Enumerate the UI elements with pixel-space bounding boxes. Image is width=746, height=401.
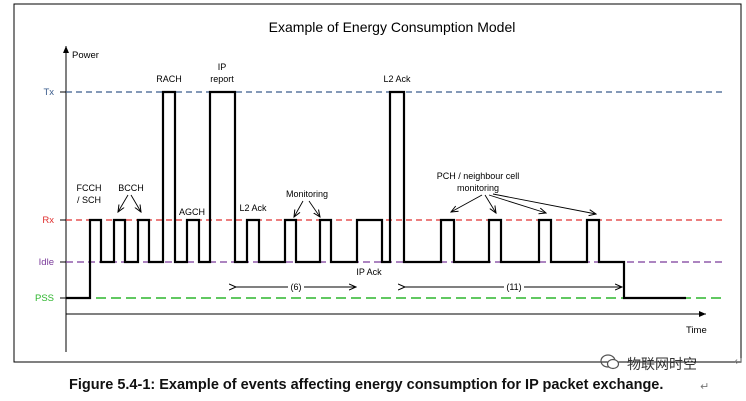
x-axis-label: Time [686, 325, 707, 336]
ip-report-label-line1: IP [218, 62, 227, 72]
rach-label: RACH [156, 74, 182, 84]
monitoring-label: Monitoring [286, 189, 328, 199]
figure-caption: Figure 5.4-1: Example of events affectin… [69, 377, 664, 393]
bcch-label: BCCH [118, 183, 144, 193]
l2ack-rx-label: L2 Ack [239, 203, 267, 213]
paragraph-mark: ↵ [700, 380, 710, 393]
fcch-label-line2: / SCH [77, 195, 101, 205]
pch-arrow-1 [451, 194, 483, 212]
power-waveform [66, 90, 686, 300]
ip-ack-label: IP Ack [356, 267, 382, 277]
interval-6-label-bg [288, 281, 304, 292]
pch-label-line2: monitoring [457, 183, 499, 193]
bcch-arrow-left [118, 194, 129, 212]
wechat-icon [600, 354, 620, 370]
monitoring-arrow-right [308, 200, 320, 217]
pss-level-label: PSS [35, 293, 54, 304]
y-axis-label: Power [72, 50, 99, 61]
paragraph-mark-top: ↵ [734, 355, 744, 368]
ip-report-label-line2: report [210, 74, 234, 84]
tx-level-label: Tx [43, 87, 54, 98]
fcch-label-line1: FCCH [77, 183, 102, 193]
monitoring-arrow-left [294, 200, 304, 217]
diagram-frame [13, 3, 742, 363]
pch-arrow-2 [484, 194, 496, 213]
l2ack-tx-label: L2 Ack [383, 74, 411, 84]
pch-arrow-3 [488, 194, 546, 213]
agch-label: AGCH [179, 207, 205, 217]
diagram-title: Example of Energy Consumption Model [269, 19, 516, 35]
bcch-arrow-right [130, 194, 141, 212]
idle-level-label: Idle [39, 257, 54, 268]
pch-label-line1: PCH / neighbour cell [437, 171, 520, 181]
interval-6-label: (6) [291, 282, 302, 292]
watermark-text: 物联网时空 [627, 357, 697, 373]
interval-11-label-bg [504, 281, 524, 292]
interval-11-label: (11) [506, 282, 521, 292]
rx-level-label: Rx [42, 215, 54, 226]
pch-arrow-4 [492, 193, 596, 214]
